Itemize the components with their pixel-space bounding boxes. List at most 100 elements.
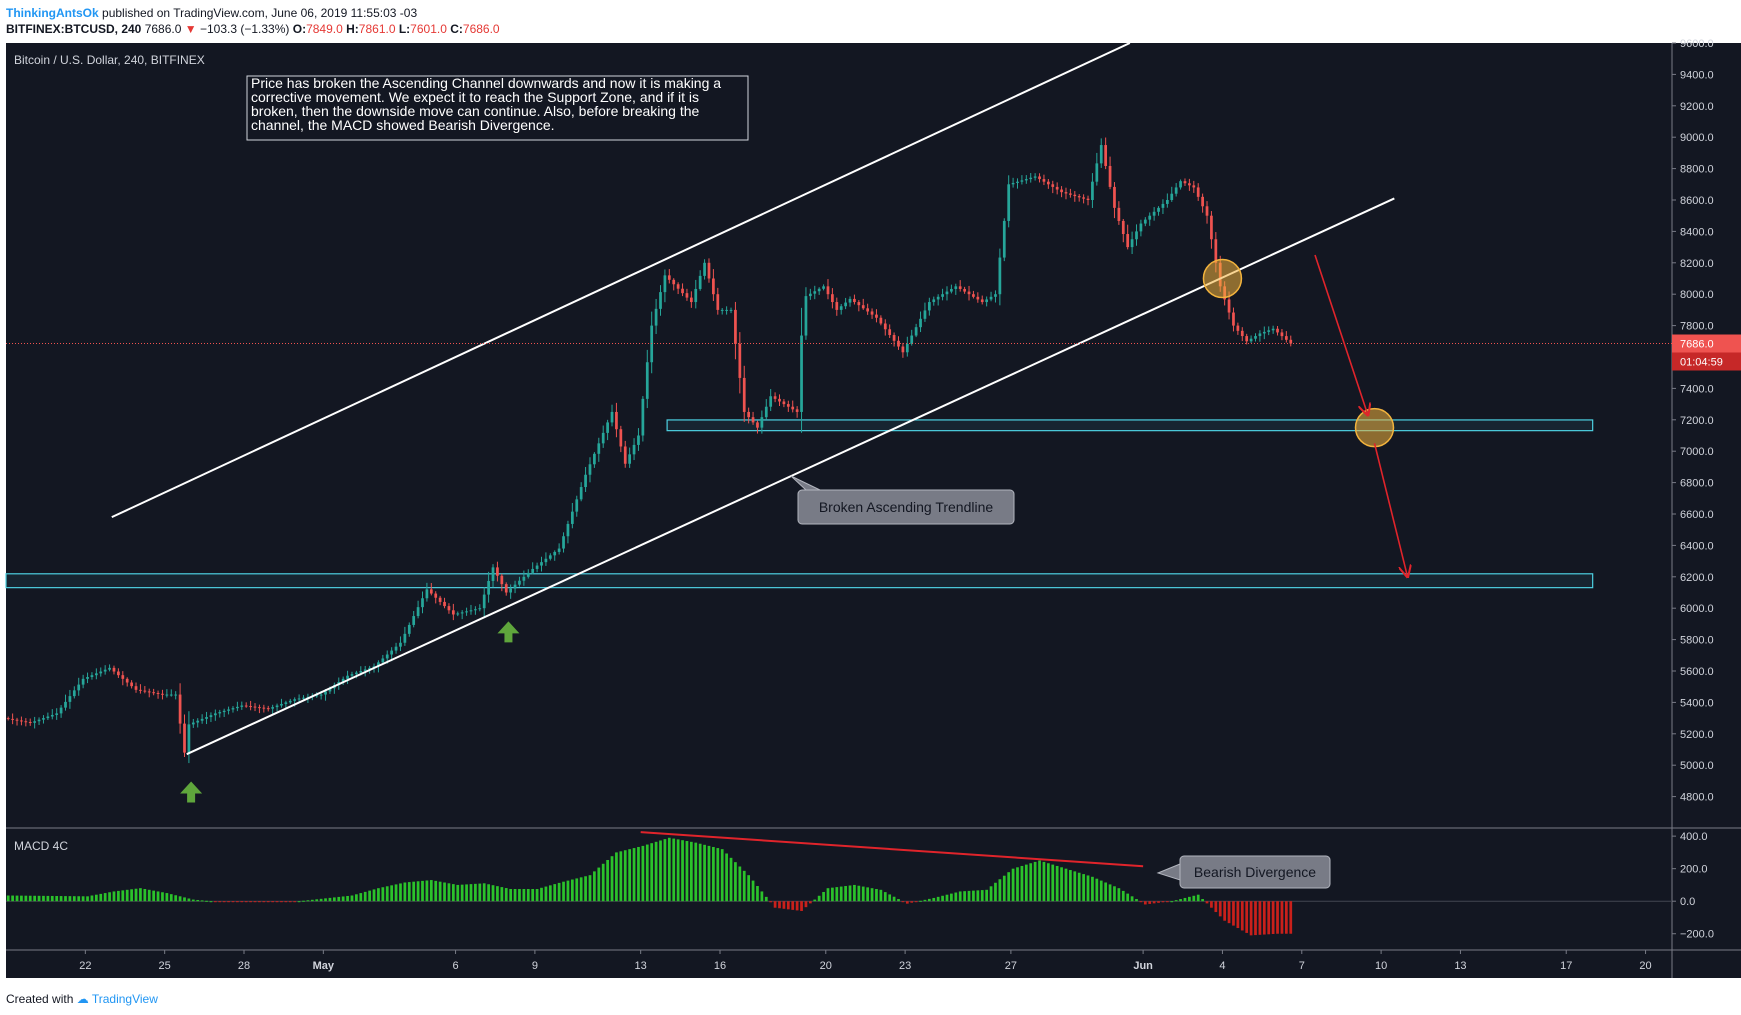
candle-body [147, 691, 151, 693]
candle-down [870, 308, 874, 319]
candle-up [919, 311, 922, 333]
macd-bar-positive [478, 883, 482, 902]
candle-body [15, 719, 19, 721]
candle-up [1091, 173, 1094, 208]
macd-bar-positive [734, 862, 737, 902]
candle-body [1249, 338, 1253, 342]
candle-body [469, 610, 473, 612]
candle-body [152, 692, 156, 694]
candle-down [147, 688, 151, 698]
candle-body [751, 417, 755, 423]
macd-bar-positive [738, 866, 742, 902]
candle-body [901, 346, 905, 353]
candle-up [37, 717, 41, 726]
candle-body [919, 318, 922, 328]
candle-body [368, 667, 371, 670]
macd-bar-positive [297, 901, 301, 903]
candle-up [103, 665, 107, 675]
candle-body [1174, 187, 1178, 194]
macd-bar-positive [698, 843, 702, 902]
macd-bar-positive [681, 840, 684, 902]
candle-body [425, 589, 429, 599]
candle-up [236, 701, 239, 712]
candle-up [460, 610, 464, 620]
candle-up [1135, 224, 1138, 246]
candle-up [1258, 330, 1262, 342]
price-tick-label: 9200.0 [1680, 101, 1714, 113]
macd-bar-positive [460, 884, 464, 902]
candle-body [932, 299, 936, 303]
macd-bar-positive [1108, 884, 1112, 902]
candle-body [165, 694, 169, 696]
candle-up [703, 259, 706, 280]
candle-body [139, 689, 142, 691]
macd-bar-positive [399, 883, 402, 902]
price-tick-label: 4800.0 [1680, 792, 1714, 804]
channel-lower-trendline [186, 197, 1395, 756]
candle-down [901, 342, 905, 358]
macd-bar-positive [1130, 896, 1134, 902]
candle-body [676, 284, 680, 289]
candle-body [491, 567, 495, 581]
macd-bar-positive [548, 885, 552, 902]
candle-body [1192, 185, 1196, 188]
candle-body [1016, 181, 1019, 183]
candle-up [584, 466, 587, 492]
candle-down [183, 714, 186, 758]
macd-bar-positive [927, 898, 931, 902]
macd-bar-positive [1192, 895, 1196, 902]
candle-body [817, 288, 821, 292]
macd-bar-positive [1046, 863, 1050, 902]
candle-body [90, 675, 94, 678]
candle-body [178, 694, 182, 724]
macd-bar-positive [169, 894, 173, 902]
macd-bar-positive [839, 886, 843, 902]
candle-down [443, 597, 446, 609]
macd-bar-positive [601, 863, 605, 902]
time-tick-label: Jun [1133, 960, 1153, 972]
macd-bar-positive [11, 895, 14, 902]
macd-bar-negative [808, 901, 812, 904]
candle-body [954, 286, 958, 289]
price-tick-label: 9600.0 [1680, 38, 1714, 50]
tradingview-brand[interactable]: TradingView [91, 992, 158, 1006]
macd-bar-negative [1218, 901, 1222, 917]
candle-body [606, 422, 609, 433]
candle-down [1069, 188, 1072, 198]
macd-bar-positive [443, 882, 446, 902]
author-link[interactable]: ThinkingAntsOk [6, 6, 99, 20]
candle-body [593, 453, 596, 465]
macd-bar-negative [1276, 901, 1279, 934]
candle-up [1033, 173, 1037, 181]
macd-bar-positive [513, 889, 517, 902]
candle-body [359, 671, 363, 673]
candle-body [857, 302, 861, 306]
macd-bar-positive [187, 898, 191, 902]
candle-up [209, 712, 213, 723]
candle-body [976, 296, 980, 300]
candle-down [504, 582, 508, 596]
macd-bar-positive [1188, 896, 1191, 902]
candle-body [1073, 194, 1077, 197]
candle-body [941, 294, 944, 297]
price-tick-label: 7200.0 [1680, 415, 1714, 427]
macd-bar-positive [99, 893, 103, 902]
macd-bar-positive [183, 897, 186, 902]
candle-body [716, 294, 720, 310]
macd-bar-positive [447, 883, 451, 902]
macd-bar-negative [791, 901, 795, 910]
candle-body [59, 707, 63, 714]
macd-bar-positive [346, 895, 349, 902]
candle-body [839, 306, 843, 310]
annotation-box [246, 75, 749, 141]
candle-body [20, 720, 23, 722]
candle-body [531, 568, 535, 573]
candle-up [1170, 186, 1174, 202]
candle-body [1108, 165, 1112, 187]
candle-body [1113, 186, 1116, 208]
macd-bar-positive [712, 846, 715, 902]
annotation-line: Price has broken the Ascending Channel d… [251, 75, 721, 91]
macd-bar-positive [55, 896, 59, 902]
macd-bar-negative [236, 901, 239, 903]
